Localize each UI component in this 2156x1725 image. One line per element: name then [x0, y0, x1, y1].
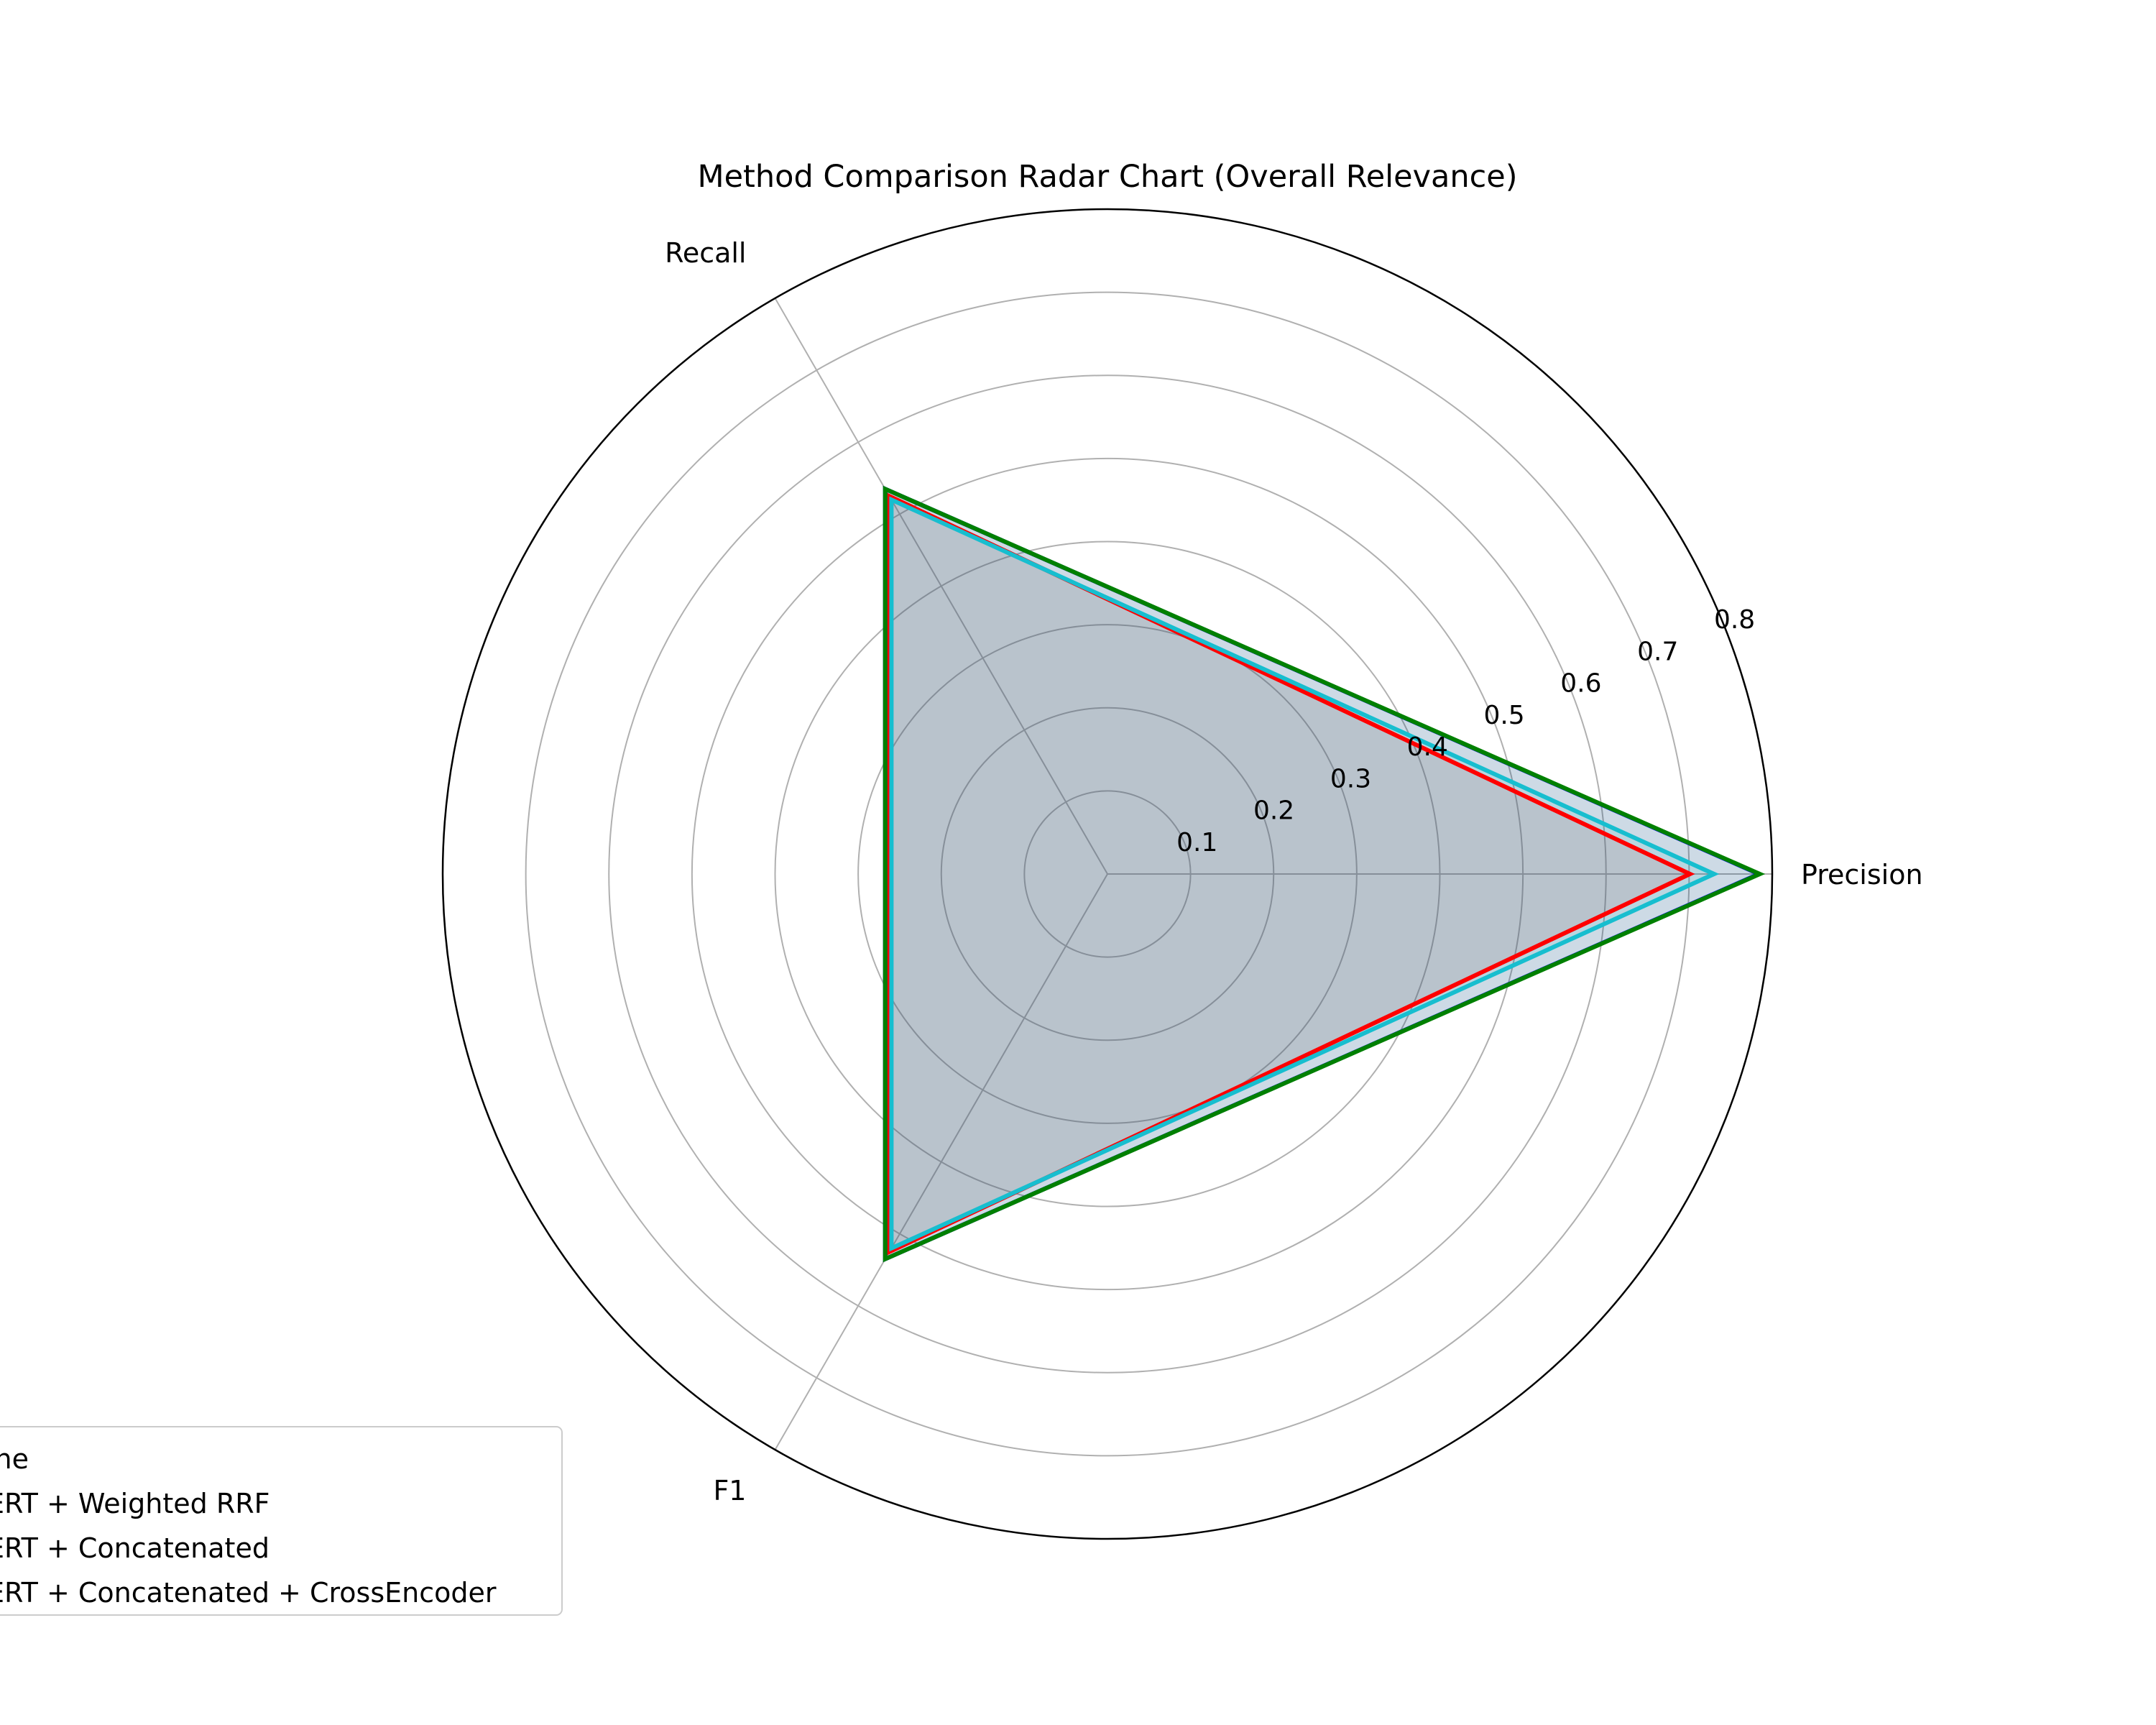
radial-tick-label: 0.2 — [1253, 796, 1294, 826]
series-layer — [883, 485, 1766, 1263]
series-fill — [885, 489, 1760, 1259]
legend-box — [0, 1426, 563, 1616]
outer-frame — [441, 208, 1774, 1540]
axis-spoke — [774, 873, 1108, 1450]
radial-tick-label: 0.6 — [1560, 669, 1601, 699]
legend: ine ERT + Weighted RRF ERT + Concatenated E… — [0, 1426, 563, 1616]
radial-tick-label: 0.3 — [1330, 764, 1371, 794]
series-fill — [885, 489, 1759, 1259]
radial-tick-label: 0.5 — [1483, 701, 1524, 730]
radial-tick-label: 0.1 — [1176, 828, 1217, 857]
axis-labels: 0.1 0.2 0.3 0.4 0.5 0.6 0.7 0.8 Precision Recall F… — [665, 237, 1922, 1506]
polar-grid — [441, 208, 1774, 1540]
radial-tick-label: 0.8 — [1714, 605, 1755, 635]
axis-label: Recall — [665, 237, 746, 269]
legend-entry: ERT + Concatenated + CrossEncoder — [0, 1577, 497, 1609]
axis-spoke — [774, 298, 1108, 875]
series-line — [889, 496, 1720, 1252]
axis-label: F1 — [713, 1475, 746, 1506]
series-fill — [891, 500, 1715, 1248]
series-fill — [889, 496, 1690, 1252]
legend-entry: ERT + Concatenated — [0, 1532, 270, 1564]
axis-label: Precision — [1801, 859, 1923, 891]
legend-entry: ERT + Weighted RRF — [0, 1488, 270, 1519]
series-line — [883, 485, 1766, 1263]
radial-tick-label: 0.4 — [1407, 732, 1448, 762]
legend-entry: ine — [0, 1443, 29, 1475]
radial-tick-label: 0.7 — [1637, 637, 1678, 666]
chart-title: Method Comparison Radar Chart (Overall R… — [697, 159, 1517, 195]
